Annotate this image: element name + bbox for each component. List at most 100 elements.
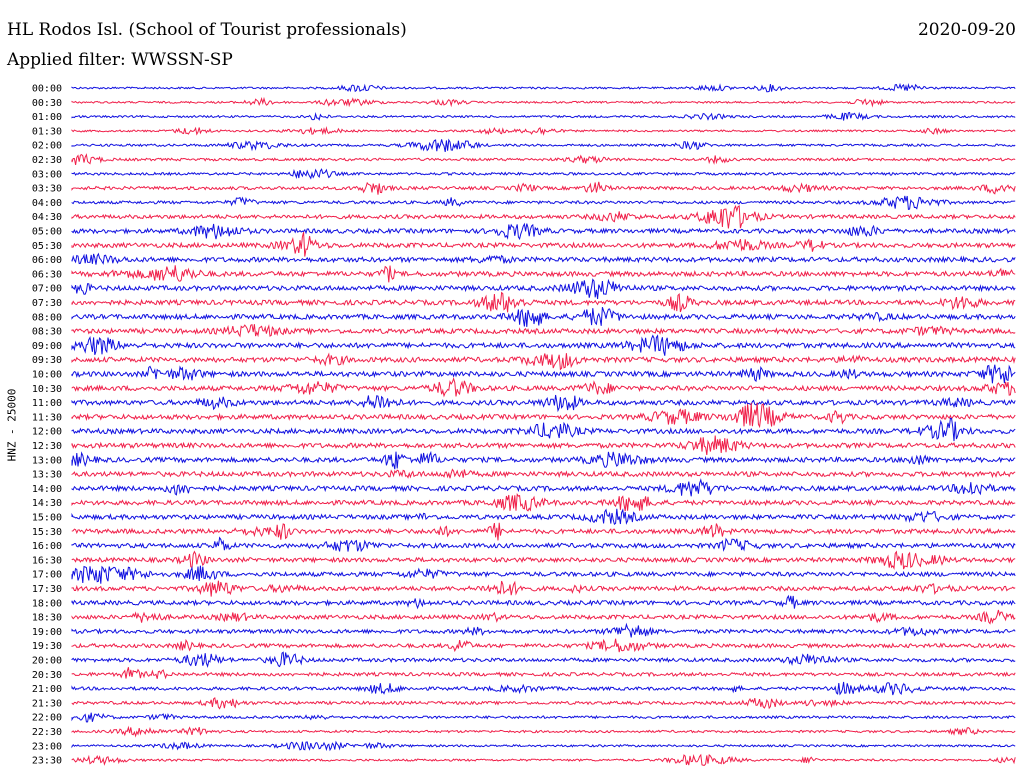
trace-line [71, 638, 1016, 653]
row-time-label: 18:30 [32, 613, 62, 624]
trace-line [71, 609, 1016, 625]
row-time-label: 14:00 [32, 484, 62, 495]
trace-line [71, 740, 1016, 752]
row-time-label: 13:30 [32, 470, 62, 481]
trace-line [71, 334, 1016, 356]
row-time-label: 09:00 [32, 341, 62, 352]
row-time-label: 04:00 [32, 198, 62, 209]
row-time-label: 17:00 [32, 570, 62, 581]
trace-line [71, 323, 1016, 338]
row-time-label: 01:00 [32, 112, 62, 123]
trace-line [71, 594, 1016, 610]
trace-line [71, 82, 1016, 93]
row-time-label: 21:30 [32, 698, 62, 709]
trace-line [71, 291, 1016, 313]
row-time-label: 15:30 [32, 527, 62, 538]
row-time-label: 03:30 [32, 184, 62, 195]
row-time-label: 07:30 [32, 298, 62, 309]
trace-line [71, 417, 1016, 442]
trace-line [71, 364, 1016, 384]
row-time-label: 19:30 [32, 641, 62, 652]
trace-line [71, 450, 1016, 470]
row-time-label: 01:30 [32, 126, 62, 137]
trace-line [71, 522, 1016, 541]
trace-line [71, 278, 1016, 299]
trace-line [71, 696, 1016, 710]
row-time-label: 05:30 [32, 241, 62, 252]
filter-label: Applied filter: WWSSN-SP [7, 50, 233, 70]
row-time-label: 08:00 [32, 312, 62, 323]
row-time-label: 03:00 [32, 169, 62, 180]
row-time-label: 22:30 [32, 727, 62, 738]
row-time-label: 14:30 [32, 498, 62, 509]
trace-line [71, 168, 1016, 180]
trace-line [71, 96, 1016, 108]
trace-line [71, 667, 1016, 680]
row-time-label: 23:30 [32, 756, 62, 767]
row-time-label: 06:30 [32, 269, 62, 280]
row-time-label: 07:00 [32, 284, 62, 295]
row-time-label: 22:00 [32, 713, 62, 724]
trace-line [71, 222, 1016, 241]
row-time-label: 23:00 [32, 741, 62, 752]
trace-line [71, 725, 1016, 738]
row-time-label: 17:30 [32, 584, 62, 595]
row-time-label: 00:30 [32, 98, 62, 109]
trace-line [71, 492, 1016, 512]
row-time-label: 15:00 [32, 513, 62, 524]
row-time-label: 18:00 [32, 598, 62, 609]
row-time-label: 00:00 [32, 84, 62, 95]
trace-line [71, 307, 1016, 327]
trace-line [71, 394, 1016, 413]
trace-line [71, 622, 1016, 638]
trace-line [71, 111, 1016, 121]
row-time-label: 19:00 [32, 627, 62, 638]
trace-line [71, 580, 1016, 597]
row-time-label: 10:30 [32, 384, 62, 395]
row-time-label: 02:00 [32, 141, 62, 152]
trace-line [71, 181, 1016, 195]
row-time-label: 05:00 [32, 227, 62, 238]
trace-line [71, 352, 1016, 371]
row-time-label: 21:00 [32, 684, 62, 695]
trace-line [71, 153, 1016, 165]
row-time-label: 16:30 [32, 555, 62, 566]
row-time-label: 12:00 [32, 427, 62, 438]
trace-line [71, 435, 1016, 455]
row-time-label: 12:30 [32, 441, 62, 452]
trace-line [71, 550, 1016, 570]
row-time-label: 11:00 [32, 398, 62, 409]
trace-line [71, 126, 1016, 136]
trace-line [71, 252, 1016, 265]
row-time-label: 04:30 [32, 212, 62, 223]
trace-line [71, 651, 1016, 669]
trace-line [71, 681, 1016, 696]
trace-line [71, 508, 1016, 526]
trace-line [71, 712, 1016, 723]
trace-line [71, 468, 1016, 479]
row-time-label: 16:00 [32, 541, 62, 552]
trace-line [71, 478, 1016, 497]
date-label: 2020-09-20 [917, 20, 1016, 40]
row-time-label: 13:00 [32, 455, 62, 466]
trace-line [71, 138, 1016, 152]
row-time-label: 08:30 [32, 327, 62, 338]
station-title: HL Rodos Isl. (School of Tourist profess… [7, 20, 407, 40]
row-time-label: 20:30 [32, 670, 62, 681]
trace-line [71, 231, 1016, 257]
trace-line [71, 536, 1016, 553]
row-time-label: 11:30 [32, 412, 62, 423]
row-time-label: 06:00 [32, 255, 62, 266]
trace-line [71, 753, 1016, 766]
trace-line [71, 195, 1016, 211]
row-time-label: 10:00 [32, 370, 62, 381]
trace-line [71, 402, 1016, 429]
row-time-label: 20:00 [32, 656, 62, 667]
trace-line [71, 265, 1016, 283]
trace-line [71, 376, 1016, 398]
trace-line [71, 204, 1016, 229]
row-time-label: 09:30 [32, 355, 62, 366]
trace-line [71, 565, 1016, 584]
